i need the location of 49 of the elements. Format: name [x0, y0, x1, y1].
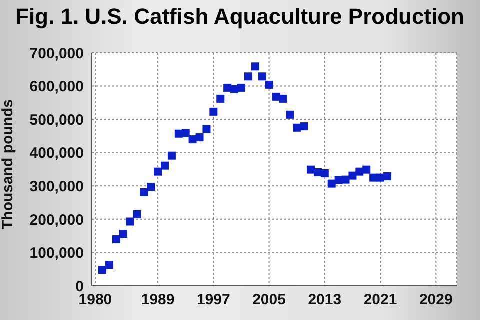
y-tick-label: 600,000: [30, 78, 84, 96]
y-tick-label: 300,000: [30, 178, 84, 196]
x-tick-label: 2029: [419, 292, 453, 309]
point: [182, 129, 190, 138]
y-tick-label: 400,000: [30, 145, 84, 162]
x-tick-label: 2013: [308, 292, 342, 309]
point: [342, 176, 350, 184]
point: [112, 235, 120, 244]
y-tick-label: 500,000: [30, 112, 84, 129]
point: [383, 172, 392, 180]
point: [300, 122, 308, 131]
point: [272, 92, 280, 101]
point: [105, 261, 114, 270]
point: [216, 94, 225, 103]
x-tick-label: 2021: [364, 292, 398, 309]
point: [196, 134, 204, 142]
point: [202, 125, 211, 134]
point: [188, 136, 197, 144]
point: [265, 80, 274, 89]
point: [168, 152, 176, 160]
point: [362, 166, 371, 174]
point: [279, 94, 288, 103]
point: [258, 72, 266, 81]
x-tick-label: 1989: [141, 292, 175, 309]
x-tick-label: 2005: [252, 292, 286, 309]
point: [147, 183, 156, 192]
y-tick-label: 200,000: [30, 212, 84, 229]
point: [251, 62, 260, 71]
point: [237, 84, 246, 92]
point: [307, 166, 315, 174]
point: [133, 210, 142, 218]
y-tick-label: 100,000: [30, 245, 84, 262]
point: [154, 168, 162, 176]
point: [356, 168, 364, 176]
point: [126, 218, 134, 226]
point: [119, 230, 128, 238]
point: [98, 266, 106, 274]
point: [328, 180, 336, 188]
point: [320, 169, 329, 178]
y-axis-title: Thousand pounds: [0, 100, 16, 230]
point: [161, 162, 169, 170]
point: [348, 172, 357, 180]
y-tick-label: 700,000: [30, 45, 84, 62]
x-tick-label: 1997: [196, 292, 230, 309]
point: [244, 72, 252, 81]
point: [140, 188, 148, 196]
point: [286, 110, 294, 119]
point: [210, 108, 218, 116]
chart-title: Fig. 1. U.S. Catfish Aquaculture Production: [14, 4, 466, 30]
